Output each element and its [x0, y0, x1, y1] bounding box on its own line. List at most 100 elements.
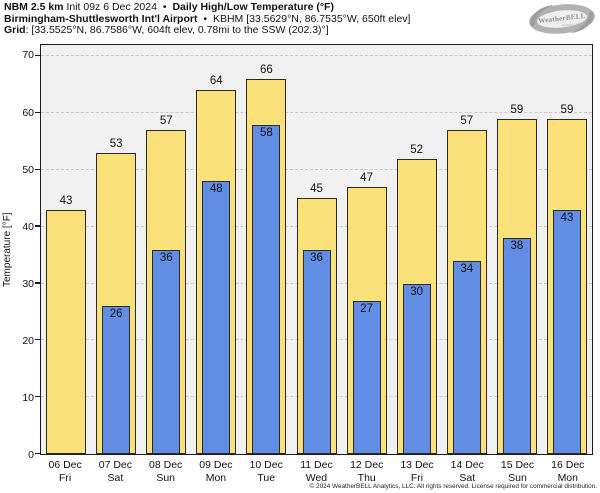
chart-title-block: NBM 2.5 km Init 09z 6 Dec 2024 • Daily H… [4, 1, 411, 37]
x-axis-labels: 06 Dec Fri 07 Dec Sat 08 Dec Sun 09 Dec Mon 10 D… [40, 459, 593, 484]
y-tick-mark [35, 225, 40, 227]
x-tick-label: 15 Dec Sun [492, 459, 542, 484]
x-tick-date: 10 Dec [249, 459, 283, 471]
y-tick-mark [35, 111, 40, 114]
x-tick-date: 12 Dec [350, 459, 384, 471]
title-line-3: Grid: [33.5525°N, 86.7586°W, 604ft elev,… [4, 24, 410, 37]
x-tick-day: Mon [557, 471, 578, 484]
grid-info: : [33.5525°N, 86.7586°W, 604ft elev, 0.7… [25, 24, 329, 36]
title-line-2: Birmingham-Shuttlesworth Int'l Airport •… [4, 12, 411, 26]
x-tick-label: 06 Dec Fri [40, 459, 90, 484]
high-temp-value: 47 [360, 172, 373, 185]
x-tick-label: 13 Dec Fri [392, 459, 442, 484]
station-name: Birmingham-Shuttlesworth Int'l Airport [4, 12, 201, 25]
low-temp-value: 30 [410, 285, 424, 298]
gridline-50 [41, 168, 592, 170]
init-time: Init 09z 6 Dec 2024 [63, 1, 160, 13]
y-tick-mark [35, 168, 40, 170]
x-tick-date: 11 Dec [300, 459, 333, 471]
low-temp-value: 34 [460, 262, 474, 275]
y-tick-label: 10 [22, 391, 34, 404]
weatherbell-logo-icon: WeatherBELL Analytics LLC [529, 4, 595, 34]
x-tick-day: Sun [156, 471, 175, 484]
y-tick-mark [35, 452, 40, 454]
gridline-60 [41, 112, 592, 114]
x-tick-date: 13 Dec [400, 459, 434, 471]
x-tick-day: Tue [257, 471, 276, 484]
x-tick-date: 08 Dec [149, 459, 183, 471]
model-name: NBM 2.5 km [4, 1, 64, 13]
low-temp-bar: 30 [402, 283, 431, 454]
title-line-1: NBM 2.5 km Init 09z 6 Dec 2024 • Daily H… [4, 1, 410, 14]
low-temp-value: 36 [310, 251, 323, 264]
high-temp-value: 59 [560, 103, 574, 116]
x-tick-day: Wed [305, 471, 328, 484]
copyright-text: © 2024 WeatherBELL Analytics, LLC. All r… [309, 483, 597, 490]
x-tick-label: 12 Dec Thu [342, 459, 392, 484]
grid-label: Grid [4, 24, 26, 36]
title-separator-2: • [203, 12, 208, 25]
x-tick-day: Thu [357, 471, 376, 484]
y-tick-label: 60 [22, 106, 34, 119]
low-temp-bar: 36 [302, 249, 331, 454]
low-temp-bar: 36 [152, 249, 181, 454]
low-temp-value: 48 [209, 183, 223, 196]
y-tick-label: 30 [22, 277, 34, 290]
gridline-70 [41, 55, 592, 57]
x-tick-date: 06 Dec [48, 459, 82, 471]
x-tick-label: 10 Dec Tue [241, 459, 291, 484]
x-tick-date: 07 Dec [98, 459, 133, 471]
y-tick-mark [35, 54, 40, 57]
x-tick-date: 14 Dec [450, 459, 484, 471]
svg-text:Analytics LLC: Analytics LLC [561, 22, 580, 28]
high-temp-value: 59 [510, 103, 524, 116]
x-tick-label: 16 Dec Mon [543, 459, 593, 484]
product-name: Daily High/Low Temperature (°F) [169, 1, 334, 13]
x-tick-date: 09 Dec [199, 459, 233, 471]
y-axis-title: Temperature [°F] [2, 212, 13, 287]
x-tick-label: 09 Dec Mon [191, 459, 241, 484]
high-temp-value: 53 [109, 137, 123, 150]
low-temp-bar: 26 [102, 306, 131, 454]
low-temp-bar: 58 [252, 124, 281, 454]
x-tick-day: Mon [205, 471, 227, 484]
plot-area: 43 53 26 57 36 64 48 66 58 45 36 47 27 52 30 57 34 59 38 59… [35, 44, 593, 455]
x-tick-day: Sat [107, 471, 124, 484]
low-temp-bar: 34 [452, 260, 481, 454]
low-temp-bar: 43 [552, 209, 581, 454]
low-temp-value: 43 [560, 211, 574, 224]
y-tick-mark [35, 395, 40, 398]
y-tick-label: 20 [22, 334, 34, 347]
low-temp-value: 26 [109, 308, 123, 321]
x-tick-day: Fri [410, 471, 424, 484]
station-info: KBHM [33.5629°N, 86.7535°W, 650ft elev] [210, 12, 411, 25]
high-temp-value: 43 [59, 194, 73, 207]
y-tick-label: 70 [22, 49, 34, 62]
low-temp-value: 58 [260, 126, 273, 139]
low-temp-value: 38 [510, 240, 524, 253]
y-tick-mark [35, 339, 40, 341]
title-separator: • [162, 1, 167, 13]
weatherbell-logo: WeatherBELL Analytics LLC [526, 1, 598, 37]
y-tick-label: 0 [28, 449, 34, 461]
x-tick-label: 11 Dec Wed [291, 459, 341, 484]
low-temp-value: 36 [159, 251, 173, 264]
x-tick-date: 15 Dec [500, 459, 535, 471]
y-tick-label: 40 [22, 220, 34, 233]
y-tick-mark [35, 282, 40, 284]
high-temp-value: 64 [209, 75, 223, 88]
low-temp-bar: 27 [352, 300, 381, 454]
x-tick-day: Sun [508, 471, 527, 484]
high-temp-value: 45 [310, 183, 323, 196]
high-temp-value: 66 [260, 64, 273, 77]
x-tick-label: 14 Dec Sat [442, 459, 492, 484]
x-tick-day: Fri [59, 471, 72, 484]
x-tick-date: 16 Dec [551, 459, 585, 471]
high-temp-value: 57 [159, 115, 173, 128]
y-tick-label: 50 [22, 163, 34, 176]
high-temp-value: 57 [460, 115, 474, 128]
x-tick-day: Sat [459, 471, 476, 484]
x-tick-label: 08 Dec Sun [141, 459, 191, 484]
x-tick-label: 07 Dec Sat [90, 459, 140, 484]
high-temp-bar [46, 209, 87, 454]
